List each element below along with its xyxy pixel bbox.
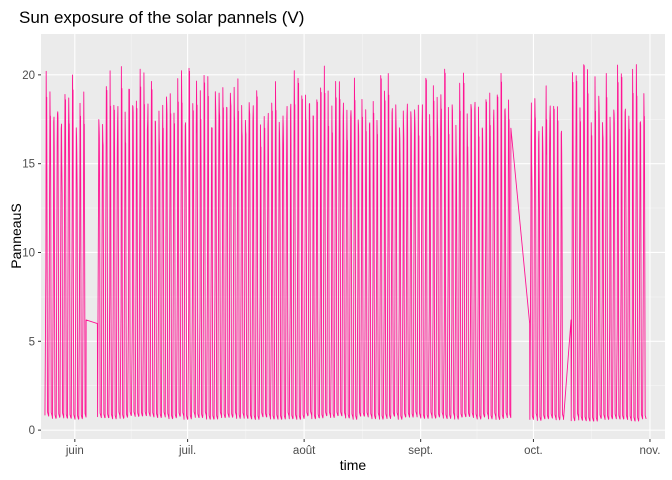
y-tick-label: 15: [22, 159, 35, 171]
y-tick-label: 0: [29, 425, 35, 437]
y-tick-label: 10: [22, 247, 35, 259]
x-tick-label: juin: [65, 445, 84, 457]
x-axis-title: time: [340, 457, 367, 473]
y-axis-title: PanneauS: [8, 203, 24, 268]
x-axis: juin juil. août sept. oct. nov.: [65, 439, 661, 457]
data-layer: [44, 64, 647, 422]
x-tick-label: août: [293, 445, 316, 457]
x-tick-label: juil.: [178, 445, 196, 457]
y-axis: 0 5 10 15 20: [22, 70, 41, 437]
x-tick-label: sept.: [408, 445, 433, 457]
x-tick-label: oct.: [524, 445, 543, 457]
chart-title: Sun exposure of the solar pannels (V): [19, 8, 304, 27]
series-line: [44, 64, 647, 422]
y-tick-label: 5: [29, 336, 35, 348]
x-tick-label: nov.: [640, 445, 661, 457]
y-tick-label: 20: [22, 70, 35, 82]
